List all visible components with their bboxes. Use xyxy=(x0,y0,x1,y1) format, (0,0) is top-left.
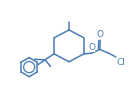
Text: Cl: Cl xyxy=(117,58,126,67)
Text: O: O xyxy=(88,43,95,52)
Text: O: O xyxy=(96,30,103,39)
